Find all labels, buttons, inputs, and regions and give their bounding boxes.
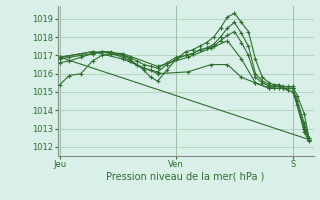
X-axis label: Pression niveau de la mer( hPa ): Pression niveau de la mer( hPa ) xyxy=(107,172,265,182)
